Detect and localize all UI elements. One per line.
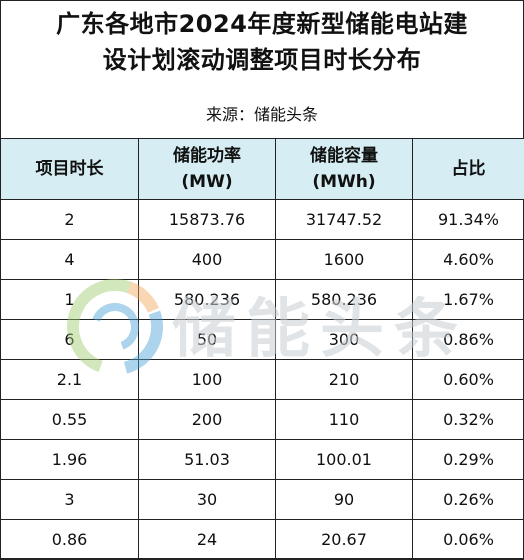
table-row: 4 400 1600 4.60% bbox=[1, 240, 524, 280]
cell-capacity: 210 bbox=[276, 360, 413, 400]
cell-duration: 4 bbox=[1, 240, 139, 280]
cell-share: 0.32% bbox=[413, 400, 524, 440]
cell-capacity: 110 bbox=[276, 400, 413, 440]
cell-duration: 2.1 bbox=[1, 360, 139, 400]
table-row: 3 30 90 0.26% bbox=[1, 480, 524, 520]
title-line-2: 设计划滚动调整项目时长分布 bbox=[0, 42, 524, 78]
table-row: 6 50 300 0.86% bbox=[1, 320, 524, 360]
cell-share: 0.86% bbox=[413, 320, 524, 360]
cell-capacity: 20.67 bbox=[276, 520, 413, 560]
page-title: 广东各地市2024年度新型储能电站建 设计划滚动调整项目时长分布 bbox=[0, 6, 524, 78]
cell-power: 24 bbox=[139, 520, 276, 560]
cell-duration: 6 bbox=[1, 320, 139, 360]
cell-duration: 0.86 bbox=[1, 520, 139, 560]
cell-capacity: 31747.52 bbox=[276, 200, 413, 240]
cell-capacity: 1600 bbox=[276, 240, 413, 280]
title-line-1: 广东各地市2024年度新型储能电站建 bbox=[0, 6, 524, 42]
table-row: 0.55 200 110 0.32% bbox=[1, 400, 524, 440]
table-row: 2.1 100 210 0.60% bbox=[1, 360, 524, 400]
cell-power: 30 bbox=[139, 480, 276, 520]
cell-capacity: 90 bbox=[276, 480, 413, 520]
cell-capacity: 100.01 bbox=[276, 440, 413, 480]
cell-duration: 0.55 bbox=[1, 400, 139, 440]
cell-power: 15873.76 bbox=[139, 200, 276, 240]
cell-duration: 3 bbox=[1, 480, 139, 520]
cell-capacity: 300 bbox=[276, 320, 413, 360]
cell-share: 0.29% bbox=[413, 440, 524, 480]
cell-duration: 2 bbox=[1, 200, 139, 240]
cell-share: 91.34% bbox=[413, 200, 524, 240]
cell-share: 0.06% bbox=[413, 520, 524, 560]
cell-share: 4.60% bbox=[413, 240, 524, 280]
table-header-row: 项目时长 储能功率 (MW) 储能容量 (MWh) 占比 bbox=[1, 139, 524, 200]
table-row: 2 15873.76 31747.52 91.34% bbox=[1, 200, 524, 240]
cell-duration: 1 bbox=[1, 280, 139, 320]
cell-share: 0.60% bbox=[413, 360, 524, 400]
table-row: 0.86 24 20.67 0.06% bbox=[1, 520, 524, 560]
cell-share: 1.67% bbox=[413, 280, 524, 320]
cell-share: 0.26% bbox=[413, 480, 524, 520]
cell-power: 200 bbox=[139, 400, 276, 440]
source-caption: 来源：储能头条 bbox=[0, 101, 524, 129]
header-duration: 项目时长 bbox=[1, 139, 139, 200]
table-row: 1 580.236 580.236 1.67% bbox=[1, 280, 524, 320]
table-row: 1.96 51.03 100.01 0.29% bbox=[1, 440, 524, 480]
cell-power: 100 bbox=[139, 360, 276, 400]
cell-duration: 1.96 bbox=[1, 440, 139, 480]
header-power: 储能功率 (MW) bbox=[139, 139, 276, 200]
cell-power: 400 bbox=[139, 240, 276, 280]
cell-power: 580.236 bbox=[139, 280, 276, 320]
header-capacity: 储能容量 (MWh) bbox=[276, 139, 413, 200]
duration-distribution-table: 项目时长 储能功率 (MW) 储能容量 (MWh) 占比 2 15873.76 … bbox=[0, 138, 524, 560]
cell-power: 51.03 bbox=[139, 440, 276, 480]
header-share: 占比 bbox=[413, 139, 524, 200]
cell-power: 50 bbox=[139, 320, 276, 360]
cell-capacity: 580.236 bbox=[276, 280, 413, 320]
